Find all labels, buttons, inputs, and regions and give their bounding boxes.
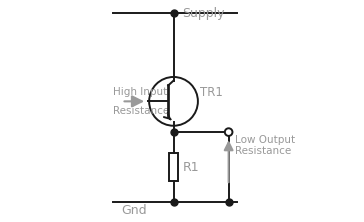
Text: Resistance: Resistance: [235, 146, 291, 156]
Circle shape: [225, 128, 233, 136]
Text: Gnd: Gnd: [122, 204, 147, 217]
Bar: [170, 153, 178, 181]
Text: Low Output: Low Output: [235, 135, 295, 145]
Text: R1: R1: [183, 161, 199, 174]
Text: Resistance: Resistance: [113, 106, 169, 116]
Text: TR1: TR1: [200, 86, 223, 99]
Text: Supply: Supply: [182, 7, 225, 20]
Text: High Input: High Input: [113, 87, 167, 97]
